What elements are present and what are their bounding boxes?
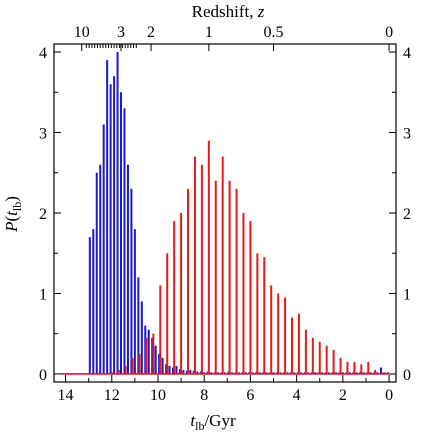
- x-tick-label: 12: [104, 387, 120, 404]
- x-tick-label: 6: [246, 387, 254, 404]
- y-tick-label-right: 3: [403, 126, 411, 143]
- y-tick-label-right: 1: [403, 286, 411, 303]
- chart-axes: 14 12 10 8 6 4 2 00 01 12 23 34 410 3 2 1 0.5 0: [39, 24, 411, 404]
- top-tick-label: 3: [117, 24, 125, 41]
- top-tick-label: 1: [205, 24, 213, 41]
- y-tick-label-right: 0: [403, 367, 411, 384]
- plot-frame: [53, 43, 397, 383]
- top-tick-label: 0.5: [264, 24, 284, 41]
- y-axis-label: P(tlb): [2, 196, 24, 233]
- x-tick-label: 0: [385, 387, 393, 404]
- y-tick-label-right: 2: [403, 206, 411, 223]
- y-tick-label-left: 1: [39, 286, 47, 303]
- x-tick-label: 14: [58, 387, 74, 404]
- y-tick-label-left: 4: [39, 45, 47, 62]
- x-tick-label: 10: [150, 387, 166, 404]
- y-tick-label-left: 2: [39, 206, 47, 223]
- y-tick-label-right: 4: [403, 45, 411, 62]
- x-tick-label: 2: [339, 387, 347, 404]
- y-tick-label-left: 3: [39, 126, 47, 143]
- chart-labels: Redshift, z P(tlb) tlb/Gyr: [2, 2, 265, 433]
- top-tick-label: 2: [147, 24, 155, 41]
- y-tick-label-left: 0: [39, 367, 47, 384]
- x-tick-label: 8: [200, 387, 208, 404]
- chart-marks: [60, 52, 390, 375]
- top-axis-label: Redshift, z: [192, 2, 265, 21]
- top-tick-label: 10: [74, 24, 90, 41]
- top-tick-label: 0: [385, 24, 393, 41]
- x-axis-label: tlb/Gyr: [190, 411, 236, 433]
- x-tick-label: 4: [293, 387, 301, 404]
